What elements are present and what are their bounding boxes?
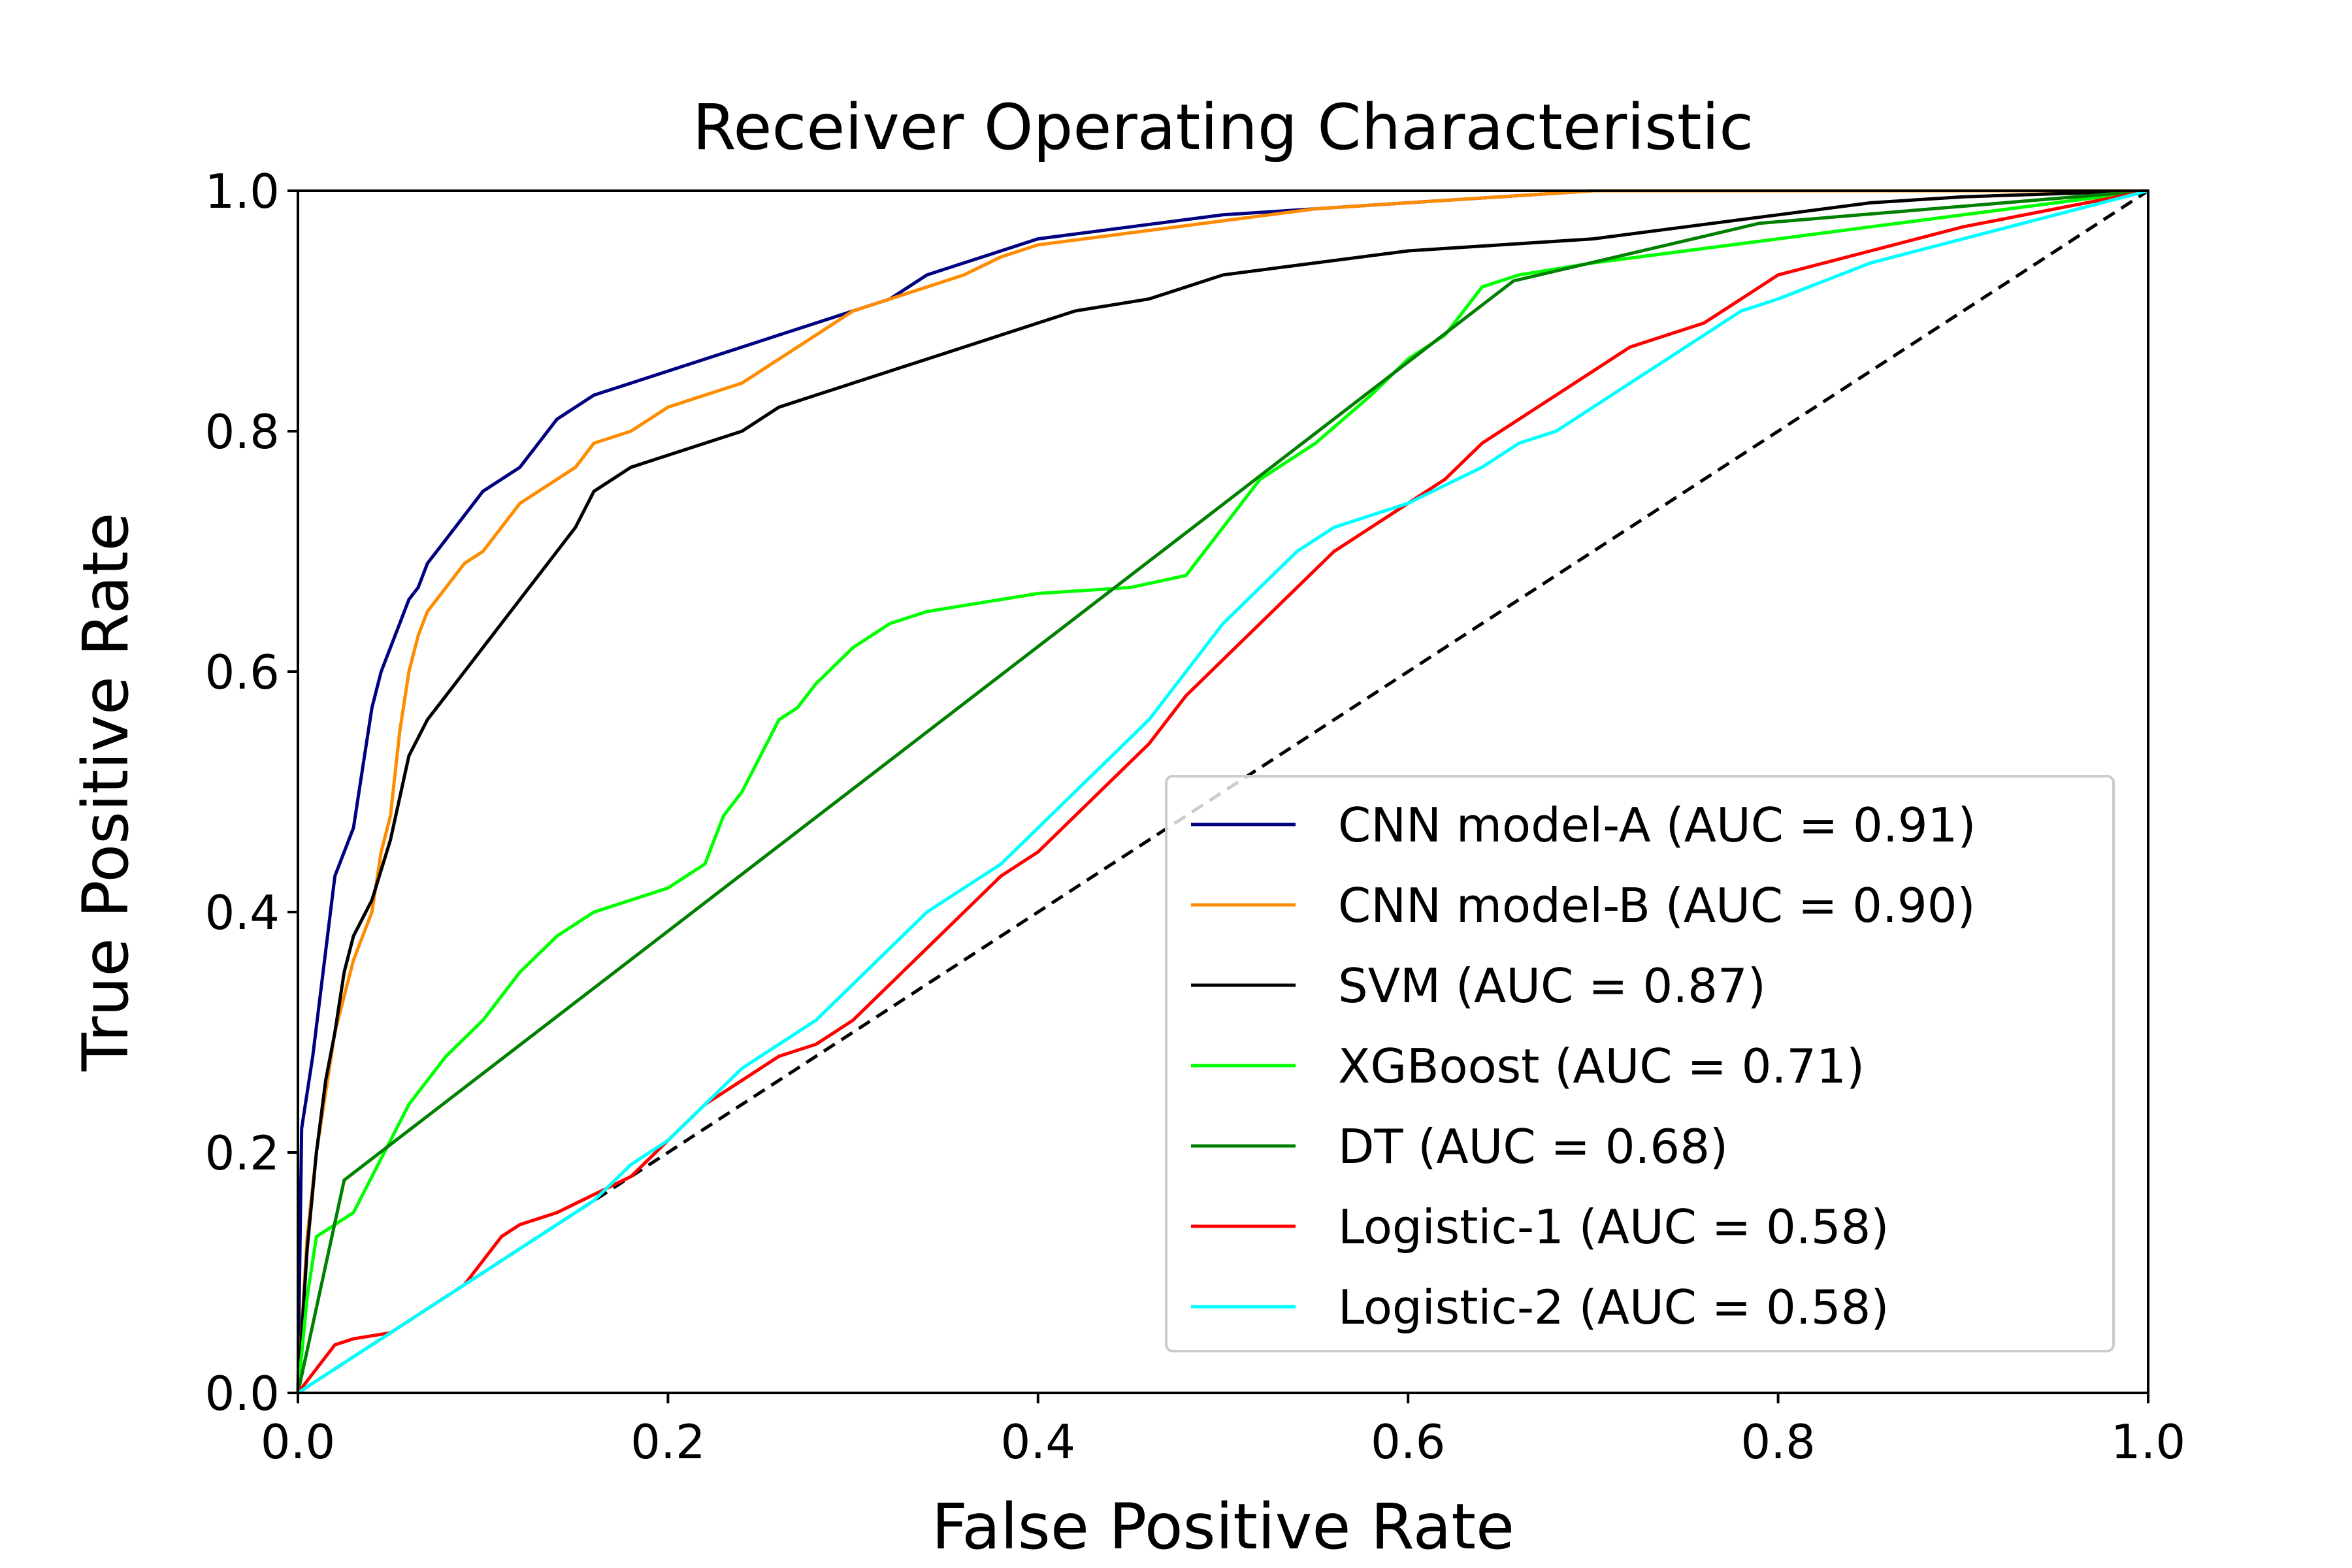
y-tick-label: 0.8: [204, 404, 280, 459]
x-tick-label: 1.0: [2111, 1414, 2186, 1469]
x-tick-label: 0.6: [1371, 1414, 1446, 1469]
y-tick-label: 0.0: [204, 1366, 280, 1421]
legend-entry-3: XGBoost (AUC = 0.71): [1338, 1039, 1865, 1094]
series-line-5: [297, 189, 2149, 1394]
x-axis-label: False Positive Rate: [932, 1490, 1514, 1563]
x-tick-label: 0.4: [1001, 1414, 1076, 1469]
axis-ticks: 0.0 0.2 0.4 0.6 0.8 1.0 0.0 0.2 0.4 0.6 0.8 1.0: [204, 164, 2185, 1469]
series-line-1: [296, 189, 2148, 1394]
series-line-0: [296, 189, 2148, 1394]
legend: CNN model-A (AUC = 0.91) CNN model-B (AUC…: [1165, 775, 2115, 1352]
series-line-3: [296, 189, 2149, 1394]
legend-entry-2: SVM (AUC = 0.87): [1338, 958, 1766, 1013]
legend-frame: [1165, 775, 2115, 1352]
legend-entry-6: Logistic-2 (AUC = 0.58): [1338, 1280, 1889, 1335]
legend-entry-5: Logistic-1 (AUC = 0.58): [1338, 1200, 1889, 1254]
plot-frame: [297, 189, 2149, 1394]
x-tick-label: 0.0: [261, 1414, 336, 1469]
x-tick-label: 0.8: [1740, 1414, 1816, 1469]
legend-entry-4: DT (AUC = 0.68): [1338, 1119, 1728, 1174]
legend-entry-0: CNN model-A (AUC = 0.91): [1338, 798, 1976, 853]
chart-title: Receiver Operating Characteristic: [693, 91, 1754, 164]
y-tick-label: 1.0: [204, 164, 280, 219]
plot-area: [296, 189, 2149, 1395]
series-line-6: [297, 189, 2149, 1395]
y-tick-label: 0.2: [204, 1126, 280, 1181]
series-line-2: [296, 189, 2149, 1394]
legend-entry-1: CNN model-B (AUC = 0.90): [1338, 878, 1976, 933]
y-tick-label: 0.4: [204, 885, 280, 940]
reference-diagonal-line: [297, 189, 2149, 1395]
y-axis-label: True Positive Rate: [69, 512, 142, 1071]
x-tick-label: 0.2: [630, 1414, 706, 1469]
y-tick-label: 0.6: [204, 645, 280, 700]
series-line-4: [296, 189, 2149, 1394]
